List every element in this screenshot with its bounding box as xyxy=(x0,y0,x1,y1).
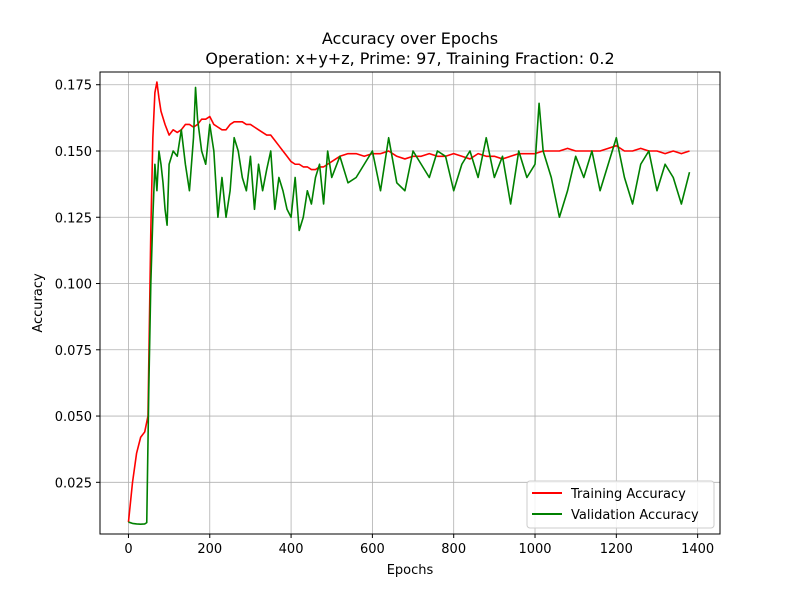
legend-box xyxy=(526,480,715,529)
x-tick-label: 0 xyxy=(124,542,132,557)
validation-accuracy-line xyxy=(128,86,691,525)
x-tick-label: 600 xyxy=(360,542,385,557)
y-axis-label: Accuracy xyxy=(31,273,46,333)
y-tick-label: 0.075 xyxy=(55,344,92,359)
chart-subtitle: Operation: x+y+z, Prime: 97, Training Fr… xyxy=(205,49,614,68)
y-tick-label: 0.150 xyxy=(55,145,92,160)
y-tick-label: 0.050 xyxy=(55,410,92,425)
series-group xyxy=(127,81,691,525)
x-tick-label: 1400 xyxy=(681,542,714,557)
y-tick-label: 0.175 xyxy=(55,79,92,94)
training-accuracy-line xyxy=(127,81,690,523)
legend-label-training: Training Accuracy xyxy=(570,487,686,502)
legend-label-validation: Validation Accuracy xyxy=(571,508,699,523)
legend: Training Accuracy Validation Accuracy xyxy=(526,480,715,529)
grid-lines xyxy=(100,72,720,534)
x-tick-label: 200 xyxy=(197,542,222,557)
x-axis: 0 200 400 600 800 1000 1200 1400 xyxy=(124,534,714,557)
y-tick-label: 0.025 xyxy=(55,476,92,491)
y-tick-label: 0.125 xyxy=(55,211,92,226)
x-tick-label: 1000 xyxy=(518,542,551,557)
x-tick-label: 1200 xyxy=(600,542,633,557)
plot-frame xyxy=(99,71,721,535)
x-tick-label: 400 xyxy=(279,542,304,557)
x-axis-label: Epochs xyxy=(387,563,434,578)
y-axis: 0.025 0.050 0.075 0.100 0.125 0.150 0.175 xyxy=(55,79,100,491)
x-tick-label: 800 xyxy=(441,542,466,557)
y-tick-label: 0.100 xyxy=(55,278,92,293)
chart-title: Accuracy over Epochs xyxy=(322,29,498,48)
